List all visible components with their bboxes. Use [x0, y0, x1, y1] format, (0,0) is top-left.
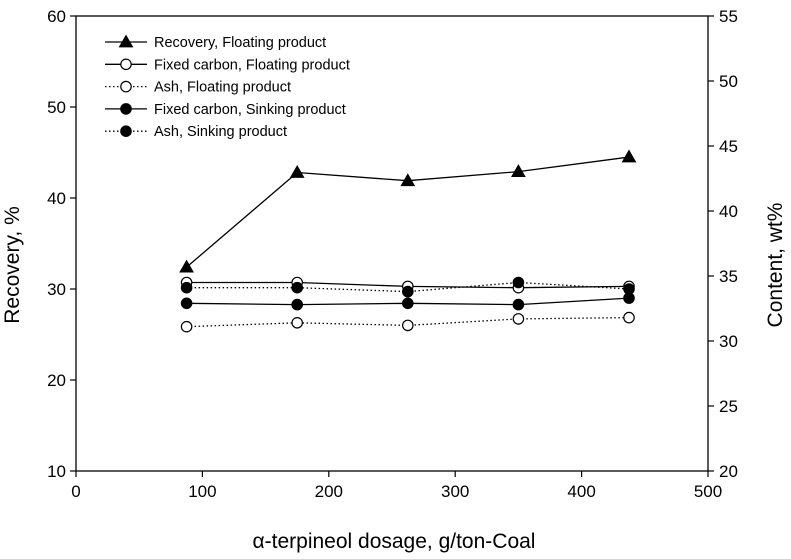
- legend-entry: Ash, Floating product: [105, 80, 291, 96]
- data-point: [401, 285, 414, 298]
- legend-marker: [120, 125, 132, 137]
- series-ash-sinking-product: [180, 276, 635, 298]
- data-point: [512, 313, 525, 325]
- x-axis-title: α-terpineol dosage, g/ton-Coal: [253, 530, 536, 553]
- series-fixed-carbon-sinking-product: [180, 292, 635, 311]
- x-tick-label: 400: [567, 482, 595, 501]
- left-y-tick-label: 40: [47, 189, 66, 208]
- right-y-tick-label: 40: [719, 202, 738, 221]
- data-point: [291, 316, 303, 329]
- legend-entry: Recovery, Floating product: [105, 34, 326, 51]
- left-y-tick-label: 30: [47, 280, 66, 299]
- x-tick-label: 500: [694, 482, 722, 501]
- right-y-tick-label: 50: [719, 72, 738, 91]
- data-point: [180, 320, 193, 333]
- data-point: [179, 259, 194, 273]
- series-recovery-floating-product: [179, 149, 637, 273]
- data-point: [289, 165, 305, 178]
- left-y-axis-title: Recovery, %: [1, 206, 24, 323]
- data-point: [511, 164, 526, 177]
- data-point: [401, 297, 414, 310]
- series-layer: [179, 149, 637, 333]
- left-y-tick-label: 60: [47, 7, 66, 26]
- data-point: [512, 276, 525, 289]
- legend-marker: [118, 34, 134, 48]
- legend-entry: Ash, Sinking product: [105, 124, 287, 140]
- legend-label: Fixed carbon, Sinking product: [154, 102, 346, 118]
- right-y-tick-label: 55: [719, 7, 738, 26]
- data-point: [291, 281, 303, 294]
- right-y-tick-label: 35: [719, 267, 738, 286]
- data-point: [512, 298, 525, 311]
- right-y-axis-ticks: 20 25 30 35 40 45 50 55: [708, 7, 738, 481]
- data-point: [180, 297, 193, 310]
- legend-label: Ash, Sinking product: [154, 124, 287, 140]
- x-tick-label: 100: [188, 482, 216, 501]
- x-axis-ticks: 0 100 200 300 400 500: [71, 471, 722, 501]
- legend-label: Fixed carbon, Floating product: [154, 57, 350, 73]
- data-point: [623, 283, 635, 295]
- left-y-axis-ticks: 10 20 30 40 50 60: [47, 7, 76, 481]
- data-point: [621, 149, 637, 163]
- series-ash-floating-product: [180, 311, 635, 333]
- data-point: [400, 173, 416, 187]
- right-y-tick-label: 30: [719, 332, 738, 351]
- right-y-tick-label: 45: [719, 137, 738, 156]
- plot-frame: [75, 15, 709, 472]
- legend-marker: [120, 80, 132, 93]
- right-y-tick-label: 25: [719, 397, 738, 416]
- right-y-axis-title: Content, wt%: [764, 203, 787, 328]
- legend-entry: Fixed carbon, Sinking product: [105, 102, 346, 118]
- data-point: [291, 298, 303, 311]
- legend-entry: Fixed carbon, Floating product: [105, 57, 350, 73]
- data-point: [401, 319, 414, 332]
- legend-label: Recovery, Floating product: [154, 35, 326, 51]
- data-point: [623, 311, 635, 324]
- data-point: [180, 281, 193, 294]
- left-y-tick-label: 20: [47, 371, 66, 390]
- legend: Recovery, Floating product Fixed carbon, …: [105, 34, 350, 140]
- left-y-tick-label: 10: [47, 462, 66, 481]
- right-y-tick-label: 20: [719, 462, 738, 481]
- plot-border: [75, 15, 709, 472]
- legend-label: Ash, Floating product: [154, 80, 291, 96]
- legend-marker: [120, 103, 132, 115]
- x-tick-label: 300: [441, 482, 469, 501]
- x-tick-label: 0: [71, 482, 80, 501]
- left-y-tick-label: 50: [47, 98, 66, 117]
- x-tick-label: 200: [315, 482, 343, 501]
- legend-marker: [120, 58, 132, 71]
